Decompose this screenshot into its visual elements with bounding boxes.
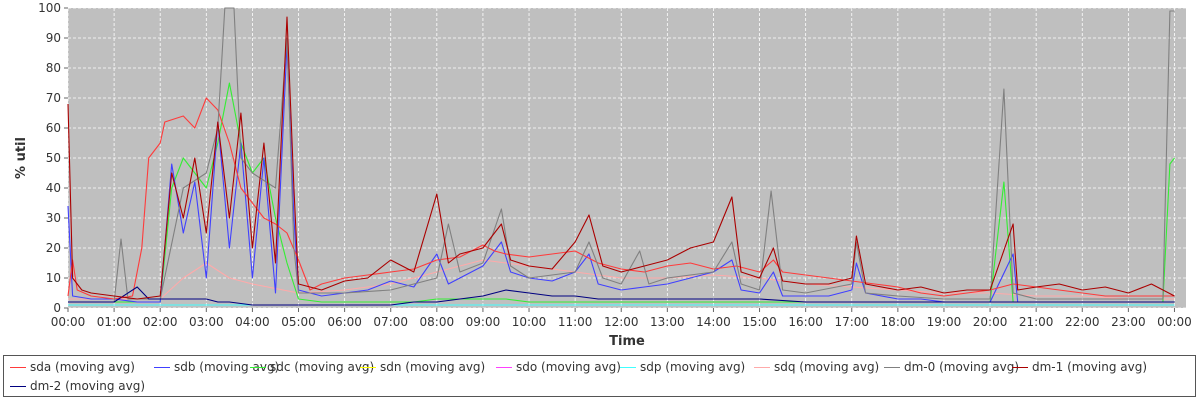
legend-label: sda (moving avg) xyxy=(30,360,135,374)
legend-label: dm-0 (moving avg) xyxy=(904,360,1020,374)
x-tick-label: 04:00 xyxy=(235,315,270,329)
series-line-dm-0 xyxy=(68,7,1175,303)
series-line-dm-1 xyxy=(67,16,1175,300)
legend-item: sdq (moving avg) xyxy=(754,358,879,376)
x-tick-label: 09:00 xyxy=(466,315,501,329)
legend-label: sdn (moving avg) xyxy=(380,360,486,374)
legend-label: sdb (moving avg) xyxy=(174,360,280,374)
x-tick-label: 12:00 xyxy=(604,315,639,329)
series-line-sda xyxy=(67,97,1175,300)
legend-item: sdc (moving avg) xyxy=(250,358,374,376)
x-tick-label: 19:00 xyxy=(927,315,962,329)
legend-label: sdp (moving avg) xyxy=(640,360,746,374)
x-tick-label: 18:00 xyxy=(881,315,916,329)
y-tick-label: 40 xyxy=(46,181,61,195)
legend-item: dm-1 (moving avg) xyxy=(1012,358,1147,376)
legend-swatch xyxy=(360,366,376,368)
utilization-chart: 0 10 20 30 40 50 60 70 80 90 100 00:00 01:00 02:00 03… xyxy=(14,1,1192,349)
x-tick-label: 00:00 xyxy=(51,315,86,329)
x-tick-label: 21:00 xyxy=(1019,315,1054,329)
y-axis-ticks: 0 10 20 30 40 50 60 70 80 90 100 xyxy=(38,1,68,315)
x-tick-label: 14:00 xyxy=(696,315,731,329)
y-tick-label: 70 xyxy=(46,91,61,105)
x-tick-label: 22:00 xyxy=(1065,315,1100,329)
y-tick-label: 60 xyxy=(46,121,61,135)
series-line-sdc xyxy=(68,82,1175,303)
legend-swatch xyxy=(10,385,26,387)
x-tick-label: 05:00 xyxy=(281,315,316,329)
series-layer xyxy=(67,7,1175,306)
y-tick-label: 0 xyxy=(53,301,61,315)
y-tick-label: 10 xyxy=(46,271,61,285)
x-axis-title: Time xyxy=(609,334,645,349)
x-tick-label: 03:00 xyxy=(189,315,224,329)
x-axis-ticks: 00:00 01:00 02:00 03:00 04:00 05:00 06:00 07:00… xyxy=(51,308,1192,329)
legend-label: dm-1 (moving avg) xyxy=(1032,360,1148,374)
legend-item: sdn (moving avg) xyxy=(360,358,485,376)
legend: sda (moving avg) sdb (moving avg) sdc (mov… xyxy=(3,355,1196,397)
legend-label: dm-2 (moving avg) xyxy=(30,379,146,393)
x-tick-label: 07:00 xyxy=(373,315,408,329)
legend-swatch xyxy=(496,366,512,368)
x-tick-label: 08:00 xyxy=(420,315,455,329)
y-tick-label: 30 xyxy=(46,211,61,225)
x-tick-label: 01:00 xyxy=(97,315,132,329)
series-line-dm-2 xyxy=(68,286,1175,306)
legend-item: sdp (moving avg) xyxy=(620,358,745,376)
y-tick-label: 50 xyxy=(46,151,61,165)
legend-item: sda (moving avg) xyxy=(10,358,135,376)
y-tick-label: 90 xyxy=(46,31,61,45)
y-tick-label: 100 xyxy=(38,1,61,15)
legend-item: dm-2 (moving avg) xyxy=(10,377,145,395)
y-tick-label: 20 xyxy=(46,241,61,255)
legend-label: sdc (moving avg) xyxy=(270,360,375,374)
legend-item: sdo (moving avg) xyxy=(496,358,621,376)
y-axis-title: % util xyxy=(14,137,29,179)
x-tick-label: 02:00 xyxy=(143,315,178,329)
x-tick-label: 15:00 xyxy=(742,315,777,329)
legend-swatch xyxy=(754,366,770,368)
x-tick-label: 13:00 xyxy=(650,315,685,329)
x-tick-label: 11:00 xyxy=(558,315,593,329)
legend-swatch xyxy=(1012,366,1028,368)
legend-label: sdq (moving avg) xyxy=(774,360,880,374)
legend-swatch xyxy=(250,366,266,368)
legend-item: dm-0 (moving avg) xyxy=(884,358,1019,376)
y-tick-label: 80 xyxy=(46,61,61,75)
legend-swatch xyxy=(620,366,636,368)
x-tick-label: 23:00 xyxy=(1111,315,1146,329)
x-tick-label: 00:00 xyxy=(1157,315,1192,329)
x-tick-label: 20:00 xyxy=(973,315,1008,329)
legend-swatch xyxy=(154,366,170,368)
legend-label: sdo (moving avg) xyxy=(516,360,621,374)
x-tick-label: 10:00 xyxy=(512,315,547,329)
legend-swatch xyxy=(884,366,900,368)
x-tick-label: 16:00 xyxy=(788,315,823,329)
x-tick-label: 06:00 xyxy=(327,315,362,329)
legend-item: sdb (moving avg) xyxy=(154,358,279,376)
legend-swatch xyxy=(10,366,26,368)
x-tick-label: 17:00 xyxy=(834,315,869,329)
